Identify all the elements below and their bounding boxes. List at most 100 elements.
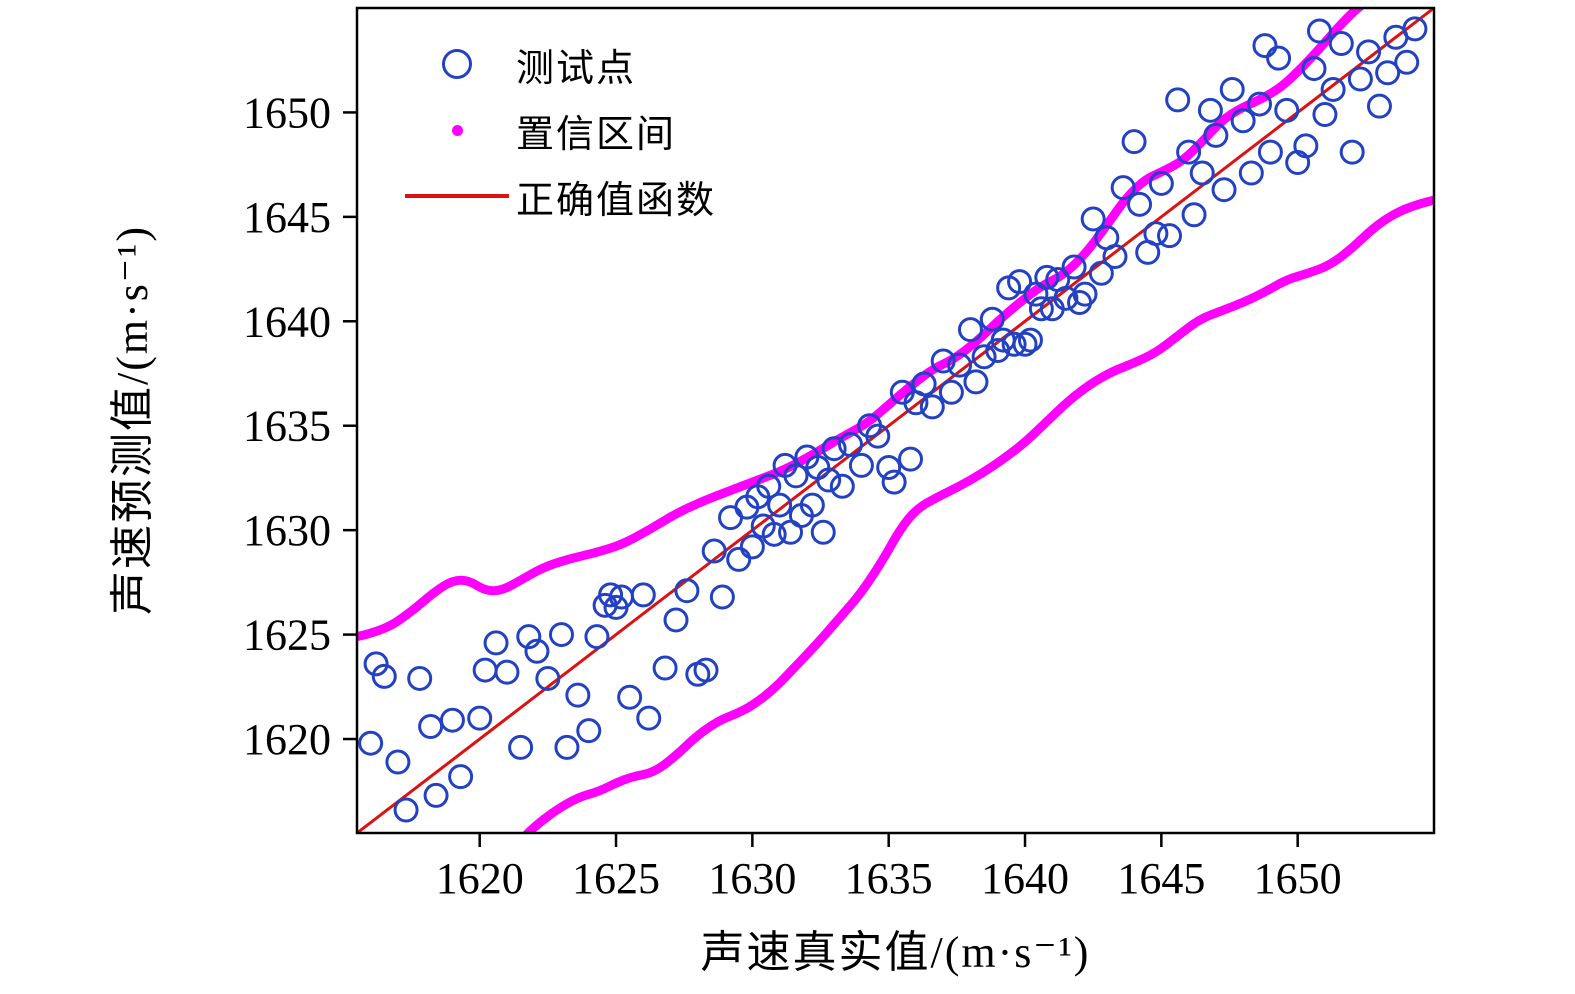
scatter-point <box>1328 31 1354 57</box>
scatter-point <box>1238 160 1264 186</box>
scatter-point <box>930 348 956 374</box>
scatter-point <box>971 344 997 370</box>
y-tick-label: 1640 <box>243 297 331 346</box>
scatter-point <box>718 505 744 531</box>
scatter-point <box>663 607 689 633</box>
scatter-point <box>1012 331 1038 357</box>
scatter-point <box>363 651 389 677</box>
x-tick-label: 1630 <box>708 854 796 903</box>
scatter-point <box>483 630 509 656</box>
scatter-point <box>554 734 580 760</box>
scatter-point <box>1102 244 1128 270</box>
scatter-point-icon <box>442 49 472 79</box>
scatter-point <box>783 463 809 489</box>
scatter-point <box>1017 327 1043 353</box>
scatter-point <box>1127 191 1153 217</box>
legend-label: 置信区间 <box>516 113 677 156</box>
x-tick-label: 1640 <box>981 854 1069 903</box>
y-tick-label: 1620 <box>243 715 331 764</box>
scatter-point <box>1001 331 1027 357</box>
scatter-point <box>617 684 643 710</box>
confidence-band <box>357 8 1366 642</box>
scatter-point <box>1339 139 1365 165</box>
scatter-point <box>1143 221 1169 247</box>
scatter-point <box>1274 97 1300 123</box>
scatter-point <box>799 492 825 518</box>
x-tick-label: 1625 <box>572 854 660 903</box>
x-tick-label: 1650 <box>1254 854 1342 903</box>
legend-item-confidence-interval: 置信区间 <box>398 104 716 156</box>
scatter-point <box>848 452 874 478</box>
scatter-point <box>1394 49 1420 75</box>
scatter-point <box>418 713 444 739</box>
legend-label: 测试点 <box>516 47 637 90</box>
scatter-point <box>1375 60 1401 86</box>
scatter-point <box>516 624 542 650</box>
scatter-point <box>1246 91 1272 117</box>
scatter-point <box>1230 108 1256 134</box>
scatter-point <box>439 707 465 733</box>
plot-border <box>355 6 1436 835</box>
confidence-dot-icon <box>451 124 463 136</box>
y-tick-label: 1650 <box>243 88 331 137</box>
scatter-point <box>838 432 864 458</box>
scatter-point <box>371 663 397 689</box>
scatter-point <box>1121 129 1147 155</box>
scatter-point <box>979 306 1005 332</box>
scatter-point <box>472 657 498 683</box>
scatter-point <box>1072 281 1098 307</box>
scatter-point <box>1301 56 1327 82</box>
scatter-point <box>1257 139 1283 165</box>
x-tick-label: 1645 <box>1117 854 1205 903</box>
scatter-point <box>1306 18 1332 44</box>
x-axis-title: 声速真实值/(m·s⁻¹) <box>700 928 1091 977</box>
y-tick-label: 1635 <box>243 402 331 451</box>
scatter-point <box>1007 269 1033 295</box>
scatter-point <box>919 394 945 420</box>
scatter-point <box>756 473 782 499</box>
scatter-point <box>1189 160 1215 186</box>
scatter-point <box>636 705 662 731</box>
scatter-point <box>598 582 624 608</box>
scatter-point <box>1148 170 1174 196</box>
identity-line <box>357 8 1434 833</box>
scatter-point <box>448 764 474 790</box>
scatter-point <box>358 730 384 756</box>
scatter-point <box>535 665 561 691</box>
x-tick-label: 1620 <box>436 854 524 903</box>
scatter-point <box>810 519 836 545</box>
scatter-point <box>576 718 602 744</box>
scatter-point <box>565 682 591 708</box>
scatter-point <box>938 379 964 405</box>
scatter-point <box>709 584 735 610</box>
scatter-point <box>1203 122 1229 148</box>
scatter-point <box>701 538 727 564</box>
legend-label: 正确值函数 <box>516 179 717 222</box>
confidence-band <box>521 195 1434 833</box>
scatter-point <box>1320 76 1346 102</box>
scatter-point <box>1061 254 1087 280</box>
legend-item-true-function: 正确值函数 <box>398 170 716 222</box>
x-tick-label: 1635 <box>845 854 933 903</box>
scatter-point <box>1266 45 1292 71</box>
scatter-point <box>1165 87 1191 113</box>
scatter-point <box>1053 285 1079 311</box>
scatter-point <box>726 546 752 572</box>
scatter-point <box>1034 264 1060 290</box>
line-sample-icon <box>405 194 509 198</box>
scatter-point <box>829 473 855 499</box>
scatter-point <box>897 446 923 472</box>
scatter-point <box>508 734 534 760</box>
scatter-point <box>1356 39 1382 65</box>
scatter-point <box>1088 260 1114 286</box>
scatter-point <box>524 638 550 664</box>
scatter-point <box>963 369 989 395</box>
scatter-point <box>767 492 793 518</box>
scatter-point <box>881 469 907 495</box>
scatter-point <box>630 582 656 608</box>
scatter-point <box>821 436 847 462</box>
y-tick-label: 1625 <box>243 611 331 660</box>
scatter-point <box>1347 66 1373 92</box>
scatter-point <box>816 467 842 493</box>
